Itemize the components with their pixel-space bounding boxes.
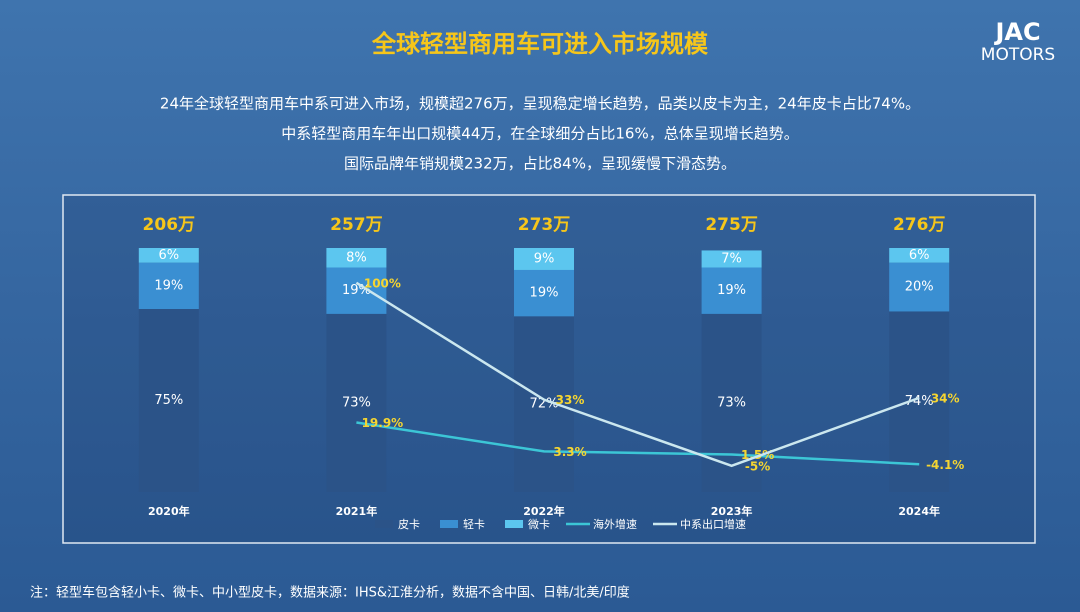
line-label: -5% [745, 459, 770, 473]
legend-swatch [375, 520, 393, 528]
data-label: 73% [717, 395, 746, 410]
data-label: 75% [154, 393, 183, 408]
line-label: 19.9% [362, 416, 404, 430]
legend-label: 中系出口增速 [680, 517, 746, 531]
bar-segment [326, 267, 387, 314]
data-label: 19% [530, 286, 559, 301]
legend-label: 海外增速 [593, 517, 637, 531]
data-label: 6% [909, 248, 930, 263]
bar-segment [326, 248, 387, 268]
total-label: 276万 [893, 215, 946, 235]
bar-segment [889, 311, 950, 492]
legend-swatch [440, 520, 458, 528]
bar-segment [701, 267, 762, 314]
data-label: 7% [721, 251, 742, 266]
x-tick-label: 2022年 [523, 504, 565, 518]
line-label: 33% [556, 393, 585, 407]
data-label: 6% [158, 248, 179, 263]
line-label: -4.1% [926, 458, 964, 472]
total-label: 257万 [330, 215, 383, 235]
data-label: 74% [905, 394, 934, 409]
x-tick-label: 2023年 [711, 504, 753, 518]
total-label: 275万 [705, 215, 758, 235]
bar-segment [514, 316, 574, 492]
bar-segment [138, 248, 199, 263]
legend-swatch [505, 520, 523, 528]
data-label: 20% [905, 280, 934, 295]
title: 全球轻型商用车可进入市场规模 [371, 30, 709, 58]
total-label: 206万 [143, 215, 196, 235]
bar-segment [138, 262, 199, 309]
line-label: 34% [931, 391, 960, 405]
x-tick-label: 2024年 [898, 504, 940, 518]
summary-line: 24年全球轻型商用车中系可进入市场，规模超276万，呈现稳定增长趋势，品类以皮卡… [160, 95, 920, 113]
data-label: 19% [154, 278, 183, 293]
bar-segment [889, 262, 950, 312]
line-label: 100% [364, 276, 401, 290]
bar-segment [701, 313, 762, 492]
footnote: 注：轻型车包含轻小卡、微卡、中小型皮卡，数据来源：IHS&江淮分析，数据不含中国… [30, 585, 630, 601]
bar-segment [701, 250, 762, 268]
legend-label: 轻卡 [463, 517, 485, 531]
line [356, 421, 920, 466]
logo: JAC [993, 18, 1040, 46]
legend-label: 微卡 [528, 517, 550, 531]
x-tick-label: 2020年 [148, 504, 190, 518]
line-label: 3.3% [553, 445, 586, 459]
bar-segment [138, 309, 199, 492]
legend-label: 皮卡 [398, 518, 420, 531]
total-label: 273万 [518, 215, 571, 235]
data-label: 9% [534, 251, 555, 266]
x-tick-label: 2021年 [336, 504, 378, 518]
summary-line: 国际品牌年销规模232万，占比84%，呈现缓慢下滑态势。 [344, 155, 736, 173]
bar-segment [889, 248, 950, 263]
data-label: 19% [717, 283, 746, 298]
logo: MOTORS [981, 45, 1055, 65]
summary-line: 中系轻型商用车年出口规模44万，在全球细分占比16%，总体呈现增长趋势。 [281, 125, 798, 143]
data-label: 8% [346, 250, 367, 265]
bar-segment [326, 313, 387, 492]
data-label: 72% [530, 397, 559, 412]
bar-segment [514, 248, 574, 270]
data-label: 73% [342, 395, 371, 410]
line [355, 281, 920, 468]
bar-segment [514, 269, 574, 317]
